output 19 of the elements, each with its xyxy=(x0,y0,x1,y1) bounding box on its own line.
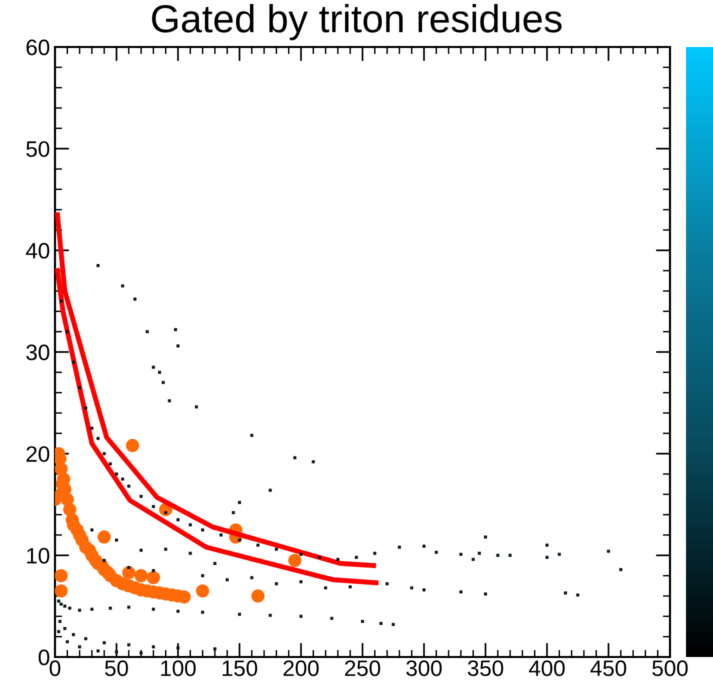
x-tick-label: 250 xyxy=(345,660,380,676)
x-tick-label: 400 xyxy=(528,660,565,676)
y-tick-label: 40 xyxy=(26,242,50,259)
x-tick-label: 200 xyxy=(284,660,319,676)
chart-title: Gated by triton residues xyxy=(152,4,562,40)
y-tick-label: 10 xyxy=(27,548,50,564)
x-tick-label: 100 xyxy=(161,660,196,676)
x-tick-label: 50 xyxy=(105,660,128,676)
x-tick-label: 0 xyxy=(50,660,60,676)
x-tick-label: 350 xyxy=(468,660,504,676)
y-tick-label: 20 xyxy=(26,446,50,462)
x-tick-label: 500 xyxy=(652,660,688,676)
x-tick-label: 450 xyxy=(590,660,626,676)
x-tick-label: 150 xyxy=(222,660,258,676)
y-tick-label: 50 xyxy=(26,141,50,157)
y-tick-label: 60 xyxy=(26,40,50,56)
x-tick-label: 300 xyxy=(406,660,442,676)
y-tick-label: 30 xyxy=(26,344,50,360)
y-tick-label: 0 xyxy=(38,650,50,666)
